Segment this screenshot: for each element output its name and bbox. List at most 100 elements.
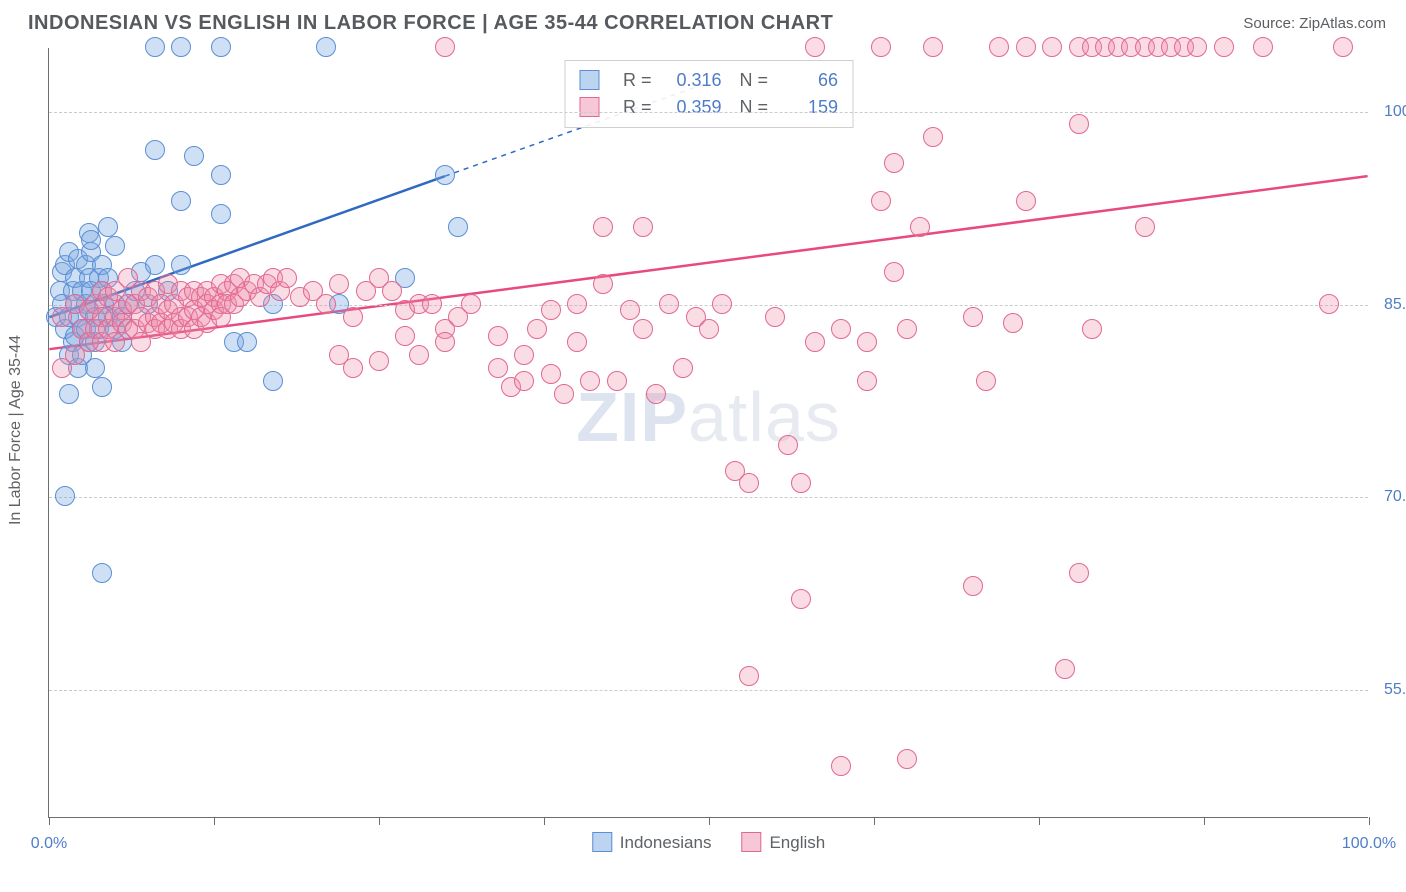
- data-point: [422, 294, 442, 314]
- x-tick-label: 100.0%: [1342, 835, 1396, 853]
- data-point: [1333, 37, 1353, 57]
- data-point: [448, 217, 468, 237]
- y-tick-label: 85.0%: [1374, 296, 1406, 314]
- data-point: [435, 332, 455, 352]
- data-point: [593, 274, 613, 294]
- stat-value-N: 66: [778, 67, 838, 94]
- x-tick: [214, 817, 215, 825]
- data-point: [633, 217, 653, 237]
- stat-label-R: R =: [623, 94, 652, 121]
- data-point: [92, 377, 112, 397]
- x-tick: [544, 817, 545, 825]
- data-point: [105, 236, 125, 256]
- stats-row: R = 0.359N = 159: [579, 94, 838, 121]
- data-point: [567, 332, 587, 352]
- data-point: [1253, 37, 1273, 57]
- data-point: [514, 345, 534, 365]
- data-point: [435, 165, 455, 185]
- data-point: [237, 332, 257, 352]
- data-point: [1055, 659, 1075, 679]
- source-label: Source: ZipAtlas.com: [1243, 15, 1386, 32]
- data-point: [923, 37, 943, 57]
- legend-swatch: [592, 832, 612, 852]
- legend-label: English: [769, 833, 825, 853]
- data-point: [765, 307, 785, 327]
- data-point: [81, 230, 101, 250]
- data-point: [646, 384, 666, 404]
- data-point: [316, 37, 336, 57]
- data-point: [316, 294, 336, 314]
- stat-value-N: 159: [778, 94, 838, 121]
- legend-swatch: [579, 70, 599, 90]
- data-point: [659, 294, 679, 314]
- x-tick: [1204, 817, 1205, 825]
- data-point: [488, 358, 508, 378]
- y-axis-label: In Labor Force | Age 35-44: [7, 335, 25, 525]
- stat-label-R: R =: [623, 67, 652, 94]
- data-point: [59, 384, 79, 404]
- data-point: [98, 217, 118, 237]
- data-point: [382, 281, 402, 301]
- data-point: [409, 345, 429, 365]
- data-point: [897, 319, 917, 339]
- data-point: [1187, 37, 1207, 57]
- y-tick-label: 70.0%: [1374, 488, 1406, 506]
- x-tick-label: 0.0%: [31, 835, 67, 853]
- x-tick: [379, 817, 380, 825]
- data-point: [343, 307, 363, 327]
- trend-lines-layer: [49, 48, 1368, 817]
- data-point: [712, 294, 732, 314]
- data-point: [263, 371, 283, 391]
- data-point: [145, 255, 165, 275]
- data-point: [593, 217, 613, 237]
- data-point: [1319, 294, 1339, 314]
- data-point: [607, 371, 627, 391]
- gridline: [49, 112, 1368, 113]
- data-point: [831, 319, 851, 339]
- data-point: [1214, 37, 1234, 57]
- data-point: [805, 332, 825, 352]
- stat-value-R: 0.316: [662, 67, 722, 94]
- x-tick: [874, 817, 875, 825]
- x-tick: [49, 817, 50, 825]
- data-point: [343, 358, 363, 378]
- data-point: [145, 37, 165, 57]
- x-tick: [1039, 817, 1040, 825]
- y-tick-label: 100.0%: [1374, 103, 1406, 121]
- data-point: [461, 294, 481, 314]
- data-point: [897, 749, 917, 769]
- data-point: [633, 319, 653, 339]
- data-point: [527, 319, 547, 339]
- data-point: [488, 326, 508, 346]
- data-point: [171, 255, 191, 275]
- data-point: [211, 204, 231, 224]
- data-point: [923, 127, 943, 147]
- data-point: [699, 319, 719, 339]
- data-point: [673, 358, 693, 378]
- legend-bottom: IndonesiansEnglish: [592, 833, 825, 853]
- legend-item: English: [741, 833, 825, 853]
- stats-legend-box: R = 0.316 N = 66R = 0.359N = 159: [564, 60, 853, 128]
- data-point: [145, 140, 165, 160]
- x-tick: [1369, 817, 1370, 825]
- data-point: [871, 37, 891, 57]
- stat-label-N: N =: [740, 94, 769, 121]
- data-point: [211, 37, 231, 57]
- data-point: [1042, 37, 1062, 57]
- data-point: [739, 473, 759, 493]
- data-point: [554, 384, 574, 404]
- data-point: [857, 371, 877, 391]
- data-point: [963, 576, 983, 596]
- gridline: [49, 497, 1368, 498]
- data-point: [541, 364, 561, 384]
- data-point: [1016, 191, 1036, 211]
- data-point: [778, 435, 798, 455]
- data-point: [85, 358, 105, 378]
- data-point: [92, 563, 112, 583]
- data-point: [1069, 114, 1089, 134]
- data-point: [831, 756, 851, 776]
- data-point: [791, 473, 811, 493]
- data-point: [211, 165, 231, 185]
- data-point: [884, 262, 904, 282]
- data-point: [580, 371, 600, 391]
